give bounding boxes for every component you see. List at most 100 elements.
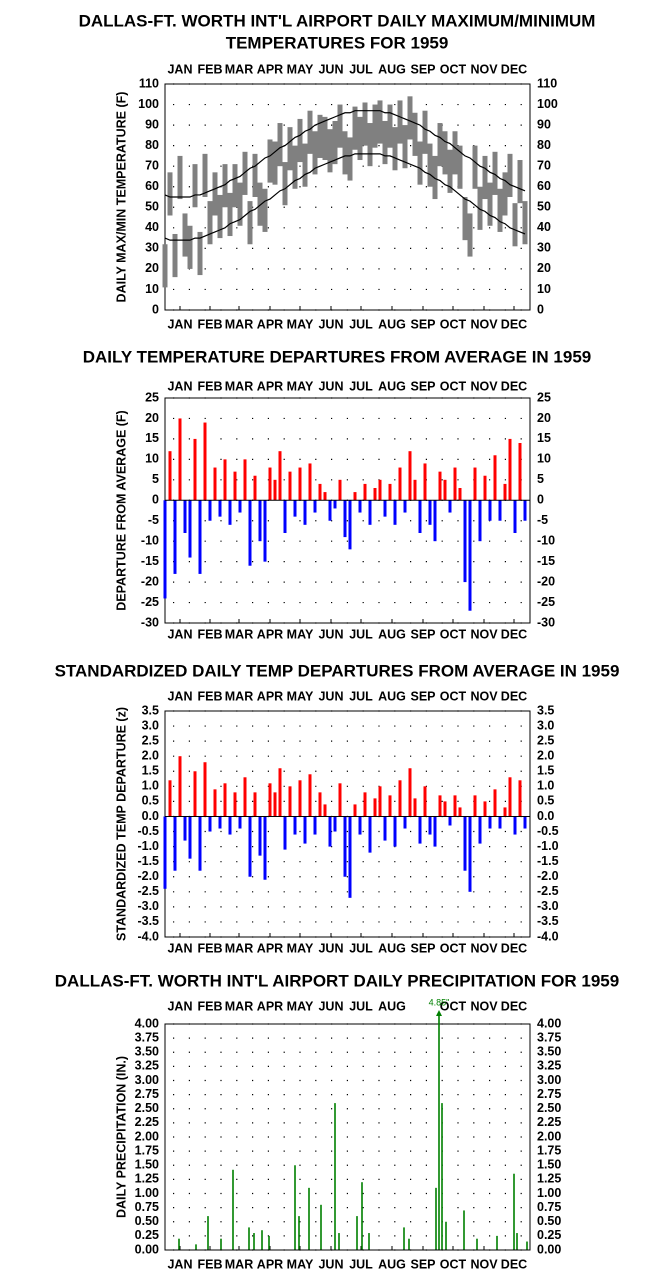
bar: [334, 1103, 336, 1250]
bar: [408, 1238, 410, 1250]
x-tick-label-top: OCT: [440, 62, 467, 76]
bar: [496, 1235, 498, 1250]
x-tick-label-top: JUL: [349, 62, 373, 76]
bar: [356, 1216, 358, 1250]
temp-range: [457, 145, 463, 189]
y-tick-label: 10: [145, 282, 159, 296]
y-tick-label-right: 2.75: [537, 1087, 561, 1101]
y-tick-label: 100: [138, 97, 159, 111]
bar: [363, 792, 367, 817]
value-label: 4.85": [429, 997, 450, 1007]
temp-range: [167, 172, 173, 216]
x-tick-label-top: AUG: [378, 999, 406, 1013]
x-tick-label: SEP: [410, 317, 435, 331]
normal-line: [164, 153, 526, 241]
y-tick-label: 3.25: [135, 1059, 159, 1073]
temp-range: [377, 100, 383, 144]
x-tick-label-top: FEB: [198, 689, 223, 703]
temp-range: [227, 192, 233, 237]
temp-range: [392, 127, 398, 171]
temp-range: [512, 203, 518, 247]
y-tick-label: 0.5: [142, 794, 159, 808]
x-tick-label: AUG: [378, 627, 406, 641]
y-tick-label-right: -2.0: [537, 869, 559, 883]
bar: [268, 783, 272, 817]
y-tick-label: -10: [141, 533, 159, 547]
temp-range: [192, 164, 198, 208]
x-tick-label-top: JAN: [167, 62, 192, 76]
x-tick-label-top: DEC: [501, 999, 527, 1013]
bar: [213, 789, 217, 817]
y-tick-label: 2.25: [135, 1115, 159, 1129]
y-tick-label: 110: [139, 76, 159, 90]
y-tick-label-right: 3.5: [537, 703, 554, 717]
y-tick-label: 50: [145, 200, 159, 214]
bar: [348, 500, 352, 550]
x-tick-label: MAY: [287, 941, 314, 955]
bar: [278, 451, 282, 501]
y-tick-label: -20: [141, 574, 159, 588]
bar: [193, 771, 197, 817]
bar: [298, 1216, 300, 1250]
y-tick-label: 5: [152, 472, 159, 486]
y-tick-label: -15: [141, 554, 159, 568]
bar: [318, 792, 322, 817]
y-tick-label-right: 70: [537, 158, 551, 172]
y-tick-label: 1.50: [135, 1158, 159, 1172]
y-tick-label: 3.50: [135, 1045, 159, 1059]
bar: [493, 789, 497, 817]
bar: [253, 792, 257, 817]
bar: [208, 500, 212, 521]
bar: [173, 500, 177, 574]
bar: [518, 443, 522, 501]
bar: [168, 451, 172, 501]
bar: [368, 816, 372, 853]
temp-range: [172, 233, 178, 278]
bar: [433, 816, 437, 847]
temp-range: [262, 188, 268, 232]
x-tick-label-top: NOV: [470, 999, 498, 1013]
bar: [213, 467, 217, 501]
y-tick-label-right: 20: [537, 261, 551, 275]
temp-range: [312, 131, 318, 175]
bar: [283, 500, 287, 533]
y-tick-label: 1.00: [135, 1186, 159, 1200]
x-tick-label-top: OCT: [440, 999, 467, 1013]
bar: [453, 795, 457, 817]
bar: [263, 500, 267, 562]
temp-range: [382, 120, 388, 165]
bar: [308, 1187, 310, 1250]
bar: [323, 804, 327, 817]
bar: [207, 1216, 209, 1250]
bar: [388, 795, 392, 817]
bar: [513, 500, 517, 533]
y-tick-label-right: -3.5: [537, 914, 559, 928]
bar: [438, 795, 442, 817]
bar: [383, 500, 387, 517]
temp-range: [247, 201, 253, 245]
bar: [458, 807, 462, 817]
x-tick-label: JAN: [167, 941, 192, 955]
temp-range: [277, 123, 283, 167]
bar: [183, 500, 187, 533]
bar: [453, 467, 457, 501]
y-tick-label: 0.0: [142, 809, 159, 823]
normal-line: [164, 110, 526, 198]
bar: [303, 816, 307, 844]
x-tick-label-top: MAR: [225, 62, 253, 76]
x-tick-label-top: MAR: [225, 379, 253, 393]
y-tick-label-right: 2.5: [537, 733, 554, 747]
x-tick-label: MAR: [225, 1257, 253, 1271]
bar: [208, 816, 212, 832]
y-tick-label-right: 2.50: [537, 1101, 561, 1115]
y-tick-label-right: 0.25: [537, 1228, 561, 1242]
x-tick-label: OCT: [440, 627, 467, 641]
bar: [423, 463, 427, 501]
bar: [435, 1187, 437, 1250]
y-tick-label-right: 3.75: [537, 1030, 561, 1044]
temp-range: [517, 160, 523, 204]
x-tick-label-top: JUN: [318, 999, 343, 1013]
y-tick-label-right: -0.5: [537, 824, 559, 838]
y-tick-label: 1.0: [142, 779, 159, 793]
x-tick-label: JUN: [318, 1257, 343, 1271]
